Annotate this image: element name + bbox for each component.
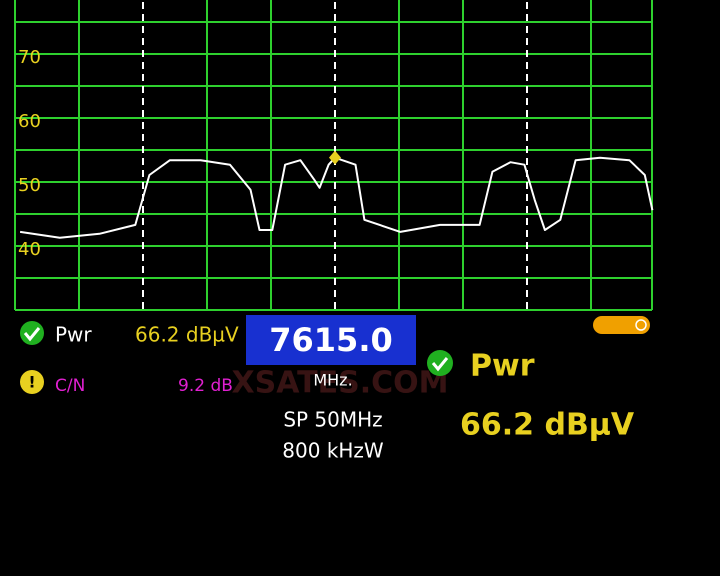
readout-value: 66.2 dBµV <box>460 408 635 443</box>
frequency-unit: MHz. <box>313 371 352 390</box>
cn-label: C/N <box>55 376 85 396</box>
ok-icon <box>20 321 44 345</box>
pwr-value: 66.2 dBµV <box>135 323 239 347</box>
y-tick-label: 40 <box>18 239 41 260</box>
y-tick-label: 50 <box>18 175 41 196</box>
check <box>23 327 41 342</box>
frequency-box <box>246 315 416 365</box>
check <box>431 357 449 372</box>
ok-icon <box>427 350 453 376</box>
warn-mark: ! <box>28 373 35 392</box>
frequency-value: 7615.0 <box>269 321 392 359</box>
marker <box>329 150 341 165</box>
warn-icon <box>20 370 44 394</box>
spectrum-plot: 40 50 60 70 80 <box>14 0 654 311</box>
battery <box>593 316 650 334</box>
y-tick-label: 80 <box>18 0 41 4</box>
span: SP 50MHz <box>283 408 382 432</box>
rbw: 800 kHzW <box>282 439 384 463</box>
watermark: XSATES.COM <box>232 366 449 401</box>
y-tick-label: 70 <box>18 47 41 68</box>
cn-value: 9.2 dB <box>178 376 233 396</box>
battery-cap <box>635 319 647 331</box>
pwr-label: Pwr <box>55 323 92 347</box>
y-tick-label: 60 <box>18 111 41 132</box>
readout-label: Pwr <box>470 349 535 384</box>
